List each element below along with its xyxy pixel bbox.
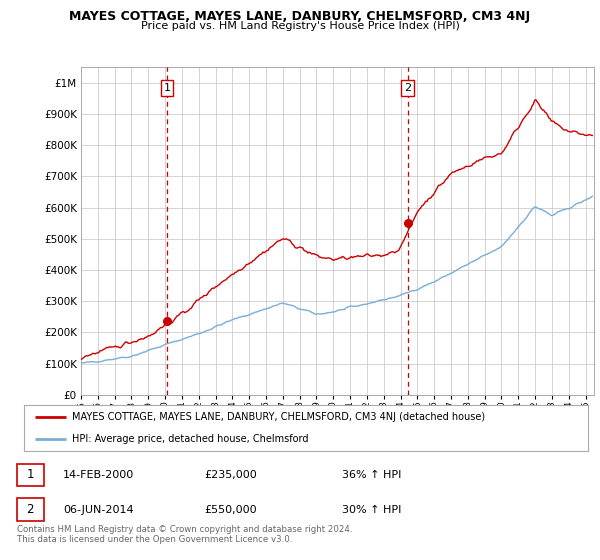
Text: Contains HM Land Registry data © Crown copyright and database right 2024.
This d: Contains HM Land Registry data © Crown c… <box>17 525 352 544</box>
Text: 2: 2 <box>404 83 412 93</box>
Text: 1: 1 <box>26 468 34 482</box>
Text: 36% ↑ HPI: 36% ↑ HPI <box>342 470 401 480</box>
Text: £235,000: £235,000 <box>204 470 257 480</box>
Text: MAYES COTTAGE, MAYES LANE, DANBURY, CHELMSFORD, CM3 4NJ (detached house): MAYES COTTAGE, MAYES LANE, DANBURY, CHEL… <box>72 412 485 422</box>
Text: HPI: Average price, detached house, Chelmsford: HPI: Average price, detached house, Chel… <box>72 435 308 444</box>
Text: 1: 1 <box>164 83 170 93</box>
Text: MAYES COTTAGE, MAYES LANE, DANBURY, CHELMSFORD, CM3 4NJ: MAYES COTTAGE, MAYES LANE, DANBURY, CHEL… <box>70 10 530 23</box>
Text: Price paid vs. HM Land Registry's House Price Index (HPI): Price paid vs. HM Land Registry's House … <box>140 21 460 31</box>
Text: 14-FEB-2000: 14-FEB-2000 <box>63 470 134 480</box>
Text: 06-JUN-2014: 06-JUN-2014 <box>63 505 134 515</box>
Text: 30% ↑ HPI: 30% ↑ HPI <box>342 505 401 515</box>
Text: £550,000: £550,000 <box>204 505 257 515</box>
Text: 2: 2 <box>26 503 34 516</box>
